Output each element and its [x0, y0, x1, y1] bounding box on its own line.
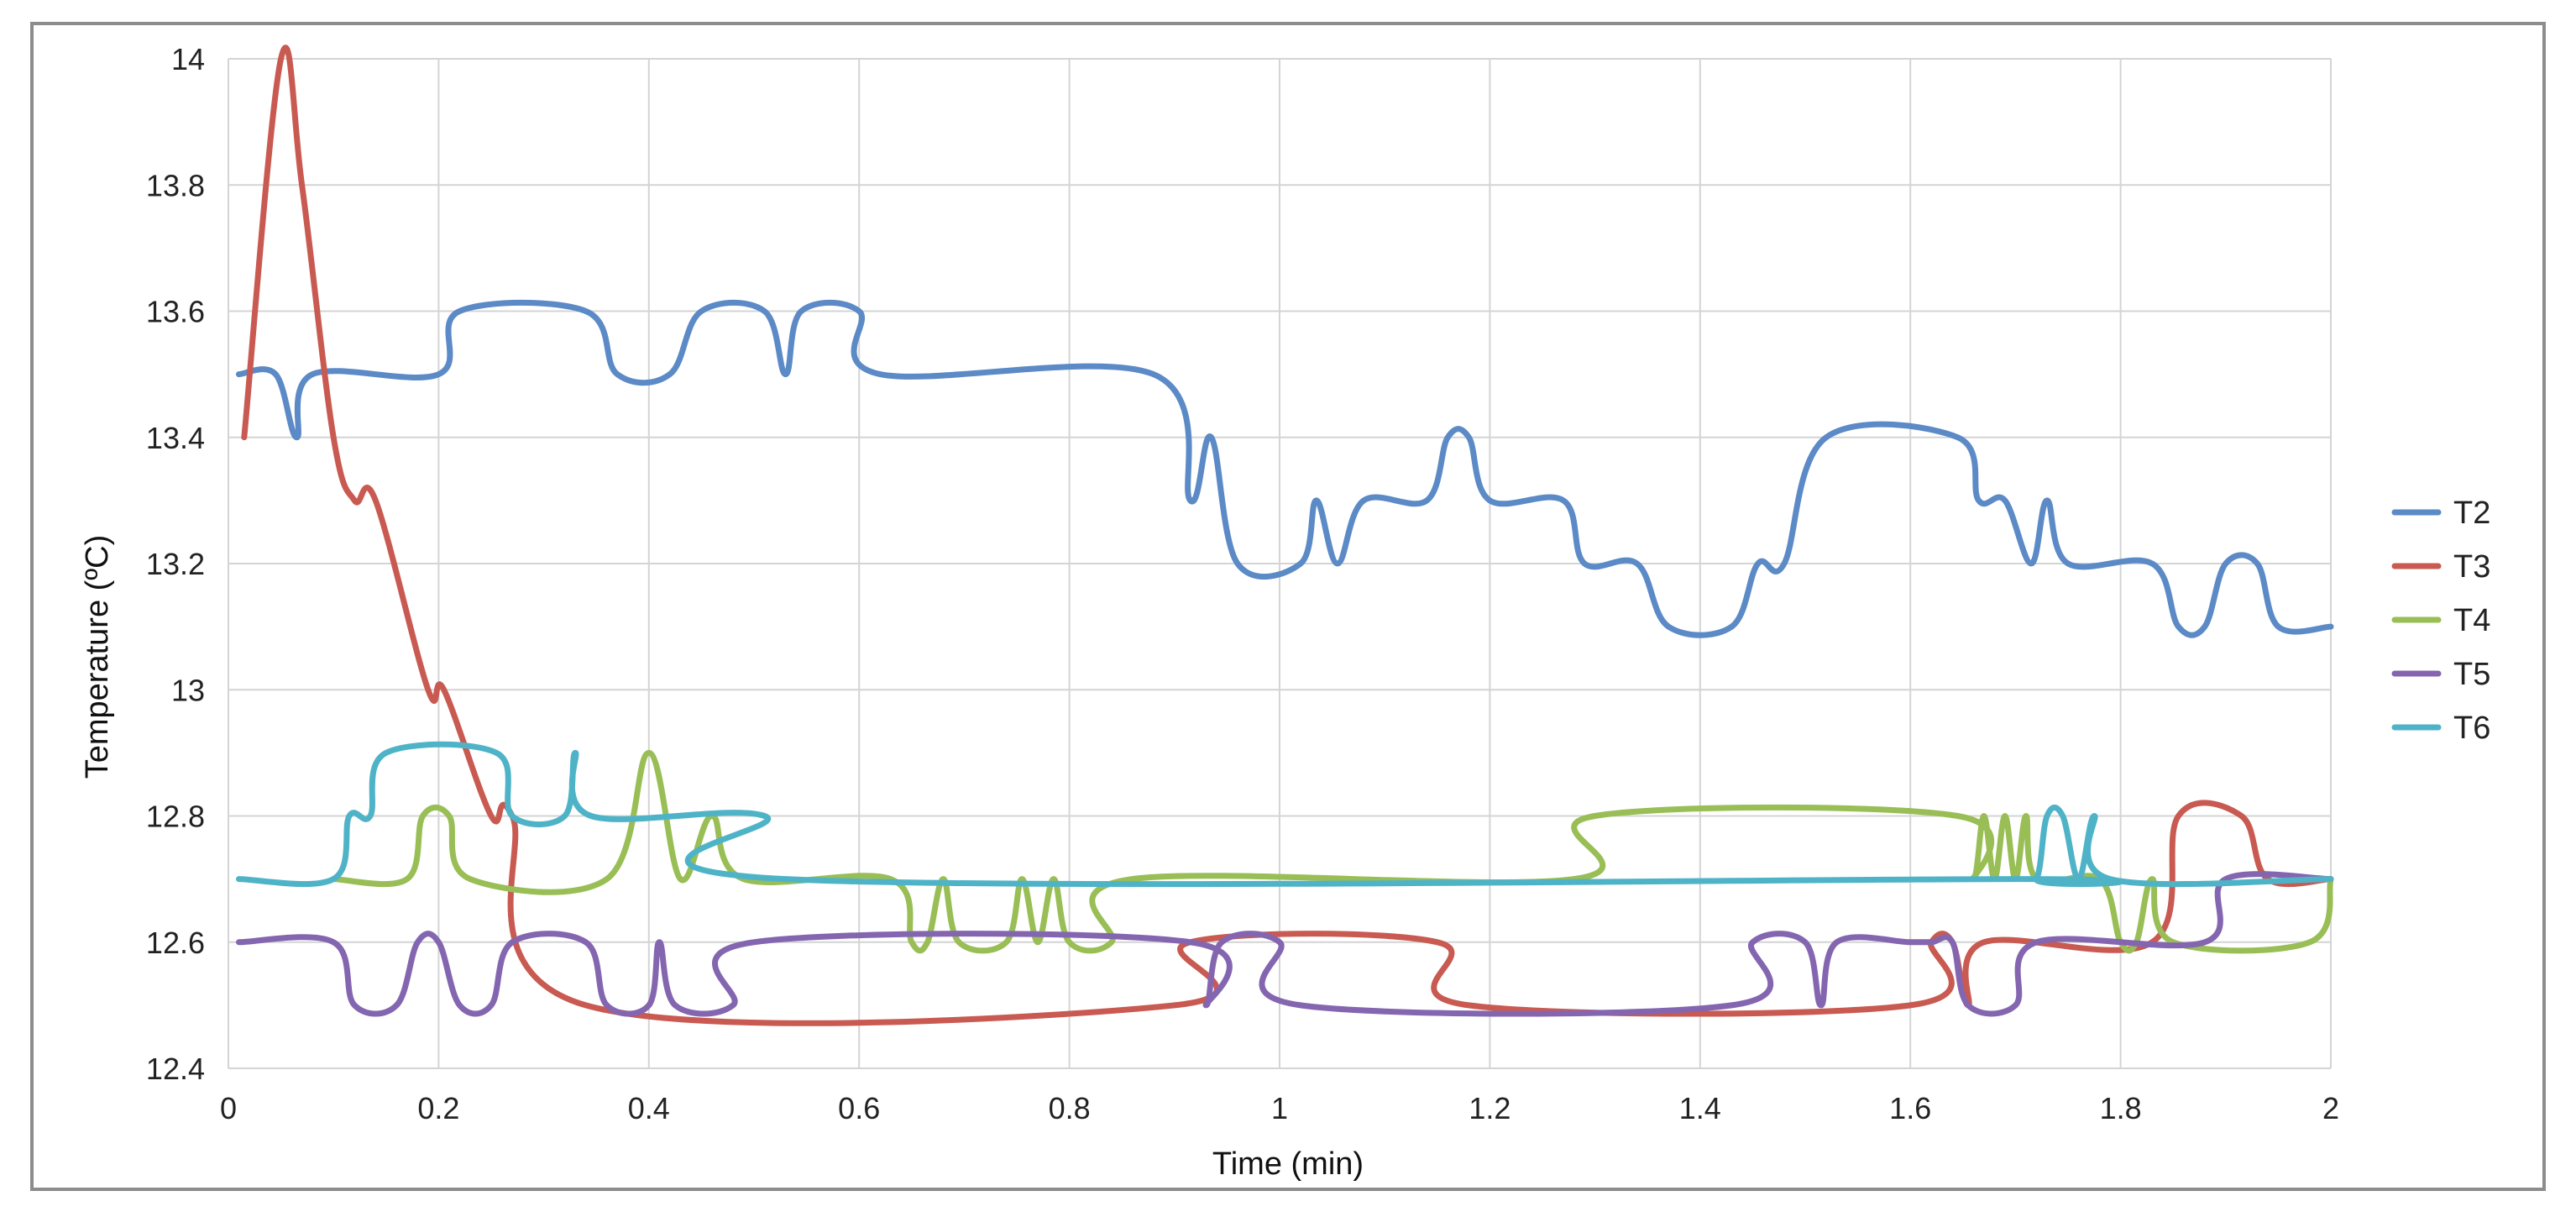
x-tick-label: 0 — [220, 1091, 237, 1125]
x-axis-ticks: 0 0.2 0.4 0.6 0.8 1 1.2 1.4 1.6 1.8 2 — [220, 1091, 2339, 1125]
x-tick-label: 1 — [1271, 1091, 1288, 1125]
y-tick-label: 13.2 — [146, 547, 205, 581]
legend-label-t5: T5 — [2453, 657, 2490, 692]
x-tick-label: 2 — [2322, 1091, 2339, 1125]
y-tick-label: 13.4 — [146, 421, 205, 455]
y-tick-label: 12.4 — [146, 1052, 205, 1086]
y-tick-label: 13 — [171, 673, 205, 707]
legend: T2 T3 T4 T5 T6 — [2391, 496, 2490, 746]
legend-label-t4: T4 — [2453, 603, 2490, 638]
y-tick-label: 12.6 — [146, 926, 205, 960]
y-tick-label: 13.8 — [146, 168, 205, 202]
x-tick-label: 1.2 — [1469, 1091, 1511, 1125]
legend-label-t2: T2 — [2453, 496, 2490, 531]
series-line-t5 — [236, 871, 2334, 1017]
x-tick-label: 0.8 — [1049, 1091, 1091, 1125]
chart-frame: 14 13.8 13.6 13.4 13.2 13 12.8 12.6 12.4 0 0.2 0.4… — [30, 22, 2546, 1191]
legend-label-t3: T3 — [2453, 549, 2490, 585]
x-tick-label: 0.4 — [628, 1091, 670, 1125]
y-tick-label: 12.8 — [146, 800, 205, 834]
series-line-t2 — [236, 299, 2334, 638]
series-line-t6 — [236, 741, 2334, 888]
series-line-t4 — [330, 749, 2334, 954]
x-tick-label: 1.8 — [2100, 1091, 2142, 1125]
series-lines — [236, 45, 2334, 1026]
y-tick-label: 13.6 — [146, 295, 205, 329]
x-tick-label: 1.4 — [1679, 1091, 1721, 1125]
y-axis-ticks: 14 13.8 13.6 13.4 13.2 13 12.8 12.6 12.4 — [146, 42, 205, 1086]
legend-label-t6: T6 — [2453, 711, 2490, 746]
x-axis-label: Time (min) — [1212, 1146, 1364, 1182]
gridlines — [228, 58, 2332, 1069]
line-chart: 14 13.8 13.6 13.4 13.2 13 12.8 12.6 12.4 0 0.2 0.4… — [80, 42, 2490, 1182]
x-tick-label: 1.6 — [1889, 1091, 1931, 1125]
x-tick-label: 0.6 — [838, 1091, 880, 1125]
x-tick-label: 0.2 — [417, 1091, 459, 1125]
y-tick-label: 14 — [171, 42, 205, 76]
y-axis-label: Temperature (ºC) — [80, 535, 115, 779]
